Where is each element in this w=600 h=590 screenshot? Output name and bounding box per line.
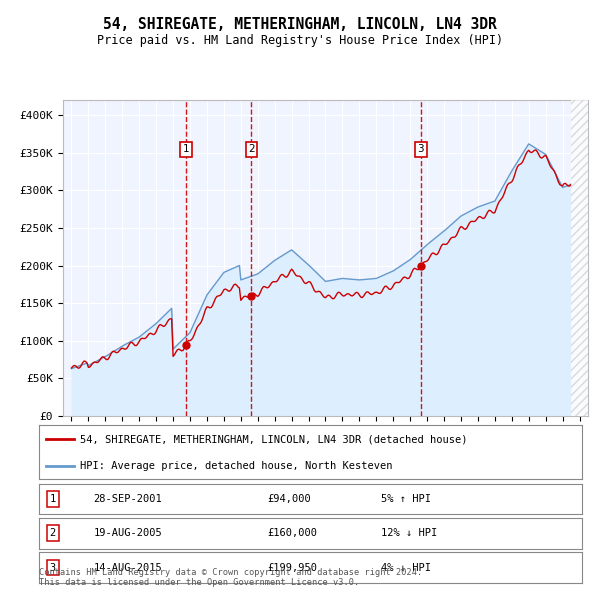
Text: 54, SHIREGATE, METHERINGHAM, LINCOLN, LN4 3DR (detached house): 54, SHIREGATE, METHERINGHAM, LINCOLN, LN… (80, 434, 467, 444)
Text: 12% ↓ HPI: 12% ↓ HPI (381, 529, 437, 538)
Text: 2: 2 (248, 144, 255, 154)
Text: £160,000: £160,000 (267, 529, 317, 538)
Text: Contains HM Land Registry data © Crown copyright and database right 2024.: Contains HM Land Registry data © Crown c… (39, 568, 422, 577)
Text: 28-SEP-2001: 28-SEP-2001 (94, 494, 162, 504)
Text: 1: 1 (49, 494, 56, 504)
Text: 2: 2 (49, 529, 56, 538)
Text: 3: 3 (418, 144, 424, 154)
Text: 1: 1 (182, 144, 189, 154)
Text: Price paid vs. HM Land Registry's House Price Index (HPI): Price paid vs. HM Land Registry's House … (97, 34, 503, 47)
Text: 3: 3 (49, 563, 56, 572)
Text: 54, SHIREGATE, METHERINGHAM, LINCOLN, LN4 3DR: 54, SHIREGATE, METHERINGHAM, LINCOLN, LN… (103, 17, 497, 31)
Text: 14-AUG-2015: 14-AUG-2015 (94, 563, 162, 572)
Text: £94,000: £94,000 (267, 494, 311, 504)
Text: HPI: Average price, detached house, North Kesteven: HPI: Average price, detached house, Nort… (80, 461, 392, 470)
Text: 5% ↑ HPI: 5% ↑ HPI (381, 494, 431, 504)
Text: 19-AUG-2005: 19-AUG-2005 (94, 529, 162, 538)
Text: 4% ↓ HPI: 4% ↓ HPI (381, 563, 431, 572)
Text: £199,950: £199,950 (267, 563, 317, 572)
Text: This data is licensed under the Open Government Licence v3.0.: This data is licensed under the Open Gov… (39, 578, 359, 587)
